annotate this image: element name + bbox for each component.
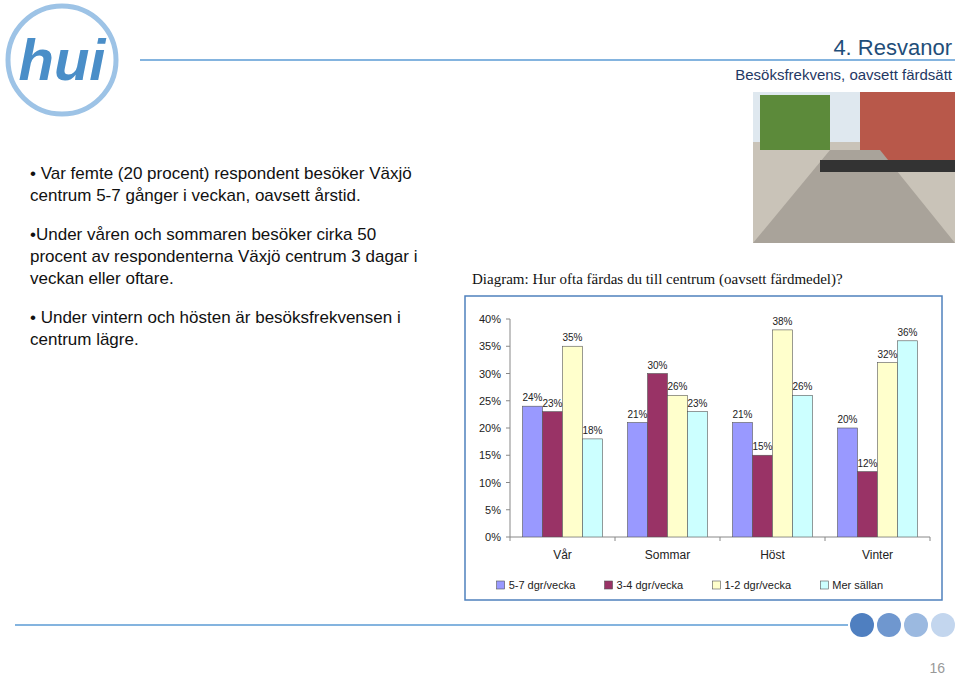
y-tick (506, 455, 510, 456)
data-label: 26% (667, 381, 687, 392)
logo: hui (19, 27, 108, 92)
photo-street (753, 150, 955, 243)
y-tick (506, 319, 510, 320)
header-title: 4. Resvanor (833, 35, 952, 60)
x-tick-label: Sommar (645, 548, 690, 562)
footer-dot (877, 613, 901, 637)
data-label: 36% (897, 327, 917, 338)
y-tick-label: 10% (479, 477, 501, 489)
data-label: 32% (877, 349, 897, 360)
slide-canvas: hui 4. Resvanor Besöksfrekvens, oavsett fä… (0, 0, 960, 675)
bar (753, 455, 773, 537)
chart-title: Diagram: Hur ofta färdas du till centrum… (472, 271, 843, 288)
data-labels: 24% 21% 21% 20% 23% 30% 15% 12% 35% 26% 38% 32% 18% 2… (522, 316, 917, 469)
data-label: 18% (582, 425, 602, 436)
legend-label: 3-4 dgr/vecka (617, 579, 685, 591)
y-tick (506, 428, 510, 429)
footer-dot (931, 613, 955, 637)
bullet-list: • Var femte (20 procent) respondent besö… (30, 163, 430, 368)
bar (648, 374, 668, 538)
header-rule (140, 59, 955, 61)
bar (773, 330, 793, 537)
data-label: 38% (772, 316, 792, 327)
bullet: •Under våren och sommaren besöker cirka … (30, 224, 430, 290)
header-subtitle: Besöksfrekvens, oavsett färdsätt (735, 66, 953, 83)
photo-bg (753, 92, 955, 243)
data-label: 15% (752, 441, 772, 452)
y-tick-label: 40% (479, 313, 501, 325)
data-label: 24% (522, 392, 542, 403)
bar (628, 423, 648, 537)
y-tick-label: 30% (479, 368, 501, 380)
bar (583, 439, 603, 537)
legend-label: 5-7 dgr/vecka (509, 579, 577, 591)
y-tick-label: 15% (479, 449, 501, 461)
x-tick-label: Vår (553, 548, 572, 562)
y-tick (506, 346, 510, 347)
chart-frame (465, 296, 942, 600)
photo (753, 92, 955, 243)
bar (668, 395, 688, 537)
data-label: 23% (542, 398, 562, 409)
bar (688, 412, 708, 537)
data-label: 12% (857, 458, 877, 469)
page-number: 16 (929, 660, 945, 675)
bullet: • Under vintern och hösten är besöksfrek… (30, 307, 430, 351)
y-tick (506, 509, 510, 510)
data-label: 35% (562, 332, 582, 343)
bar (838, 428, 858, 537)
data-label: 21% (627, 409, 647, 420)
y-tick-label: 20% (479, 422, 501, 434)
data-label: 21% (732, 409, 752, 420)
legend: 5-7 dgr/vecka 3-4 dgr/vecka 1-2 dgr/vecka M… (497, 579, 883, 591)
bar (563, 346, 583, 537)
x-tick-label: Vinter (862, 548, 893, 562)
y-tick-label: 0% (485, 531, 501, 543)
data-label: 23% (687, 398, 707, 409)
bar (523, 406, 543, 537)
x-tick (615, 537, 616, 541)
legend-swatch (712, 581, 720, 589)
legend-label: 1-2 dgr/vecka (724, 579, 792, 591)
photo-fence (820, 160, 955, 172)
y-tick (506, 400, 510, 401)
data-label: 30% (647, 360, 667, 371)
y-tick-label: 5% (485, 504, 501, 516)
bar (858, 472, 878, 537)
footer-dot (850, 613, 874, 637)
data-label: 20% (837, 414, 857, 425)
x-tick-label: Höst (760, 548, 785, 562)
bar (878, 363, 898, 537)
y-tick-label: 25% (479, 395, 501, 407)
bars (523, 330, 918, 537)
x-tick (825, 537, 826, 541)
logo-ring (8, 6, 116, 114)
data-label: 26% (792, 381, 812, 392)
legend-label: Mer sällan (832, 579, 883, 591)
footer-rule (15, 624, 848, 626)
bar (733, 423, 753, 537)
bar (543, 412, 563, 537)
footer-dot (904, 613, 928, 637)
y-tick-label: 35% (479, 340, 501, 352)
legend-swatch (820, 581, 828, 589)
bar (793, 395, 813, 537)
photo-trees (760, 95, 830, 150)
x-tick (930, 537, 931, 541)
y-tick (506, 537, 510, 538)
y-tick (506, 482, 510, 483)
y-tick (506, 373, 510, 374)
x-tick (510, 537, 511, 541)
legend-swatch (497, 581, 505, 589)
bullet: • Var femte (20 procent) respondent besö… (30, 163, 430, 207)
x-tick (720, 537, 721, 541)
bar (898, 341, 918, 537)
legend-swatch (605, 581, 613, 589)
